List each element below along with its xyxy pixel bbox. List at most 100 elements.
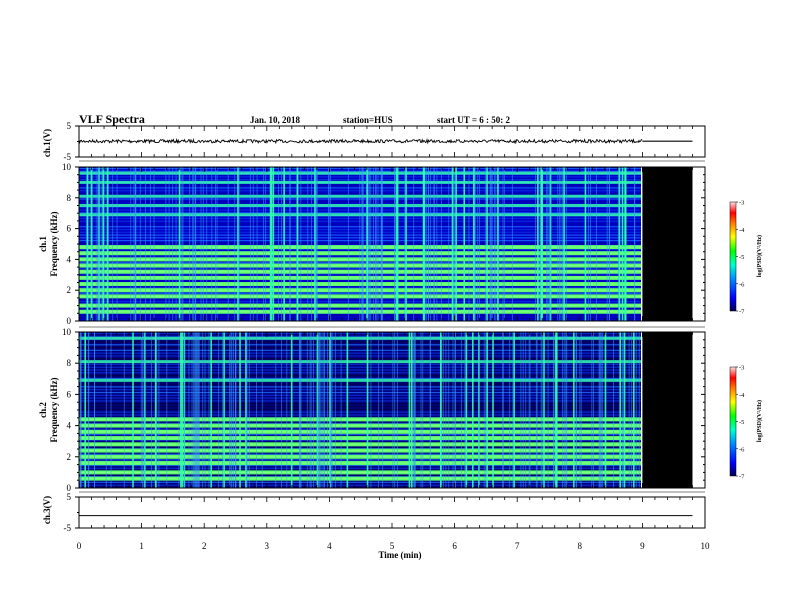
- spectrogram-line-core: [79, 471, 641, 473]
- spectrogram-spheric: [149, 167, 151, 321]
- spectrogram-spheric: [278, 167, 279, 321]
- spectrogram-spheric: [550, 167, 552, 321]
- spectrogram-spheric: [182, 167, 184, 321]
- spectrogram-spheric: [590, 167, 591, 321]
- spectrogram-spheric: [520, 332, 522, 488]
- spectrogram-spheric: [165, 167, 167, 321]
- spectrogram-spheric: [503, 167, 505, 321]
- spectrogram-spheric: [474, 167, 476, 321]
- spectrogram-spheric: [395, 167, 398, 321]
- spectrogram-spheric: [330, 167, 332, 321]
- spectrogram-spheric: [275, 332, 277, 488]
- spectrogram-spheric: [184, 332, 185, 488]
- spectrogram-spheric: [617, 167, 619, 321]
- spectrogram-spheric: [548, 167, 550, 321]
- header-station: station=HUS: [343, 115, 393, 125]
- spectrogram-spheric: [142, 332, 144, 488]
- spectrogram-spheric: [529, 332, 531, 488]
- spectrogram-spheric: [256, 167, 258, 321]
- spectrogram-spheric: [158, 332, 160, 488]
- ch1-colorbar-tick-label: -5: [739, 254, 744, 261]
- xtick-label: 0: [77, 541, 82, 551]
- spectrogram-spheric: [196, 332, 198, 488]
- spectrogram-line-core: [79, 437, 641, 439]
- spectrogram-spheric: [195, 332, 197, 488]
- spectrogram-spheric: [229, 332, 230, 488]
- ytick-label: 6: [67, 389, 72, 399]
- spectrogram-spheric: [265, 167, 267, 321]
- spectrogram-spheric: [557, 167, 559, 321]
- spectrogram-spheric: [318, 332, 320, 488]
- spectrogram-noise-band: [79, 400, 641, 402]
- spectrogram-spheric: [189, 167, 191, 321]
- spectrogram-spheric: [323, 332, 325, 488]
- spectrogram-spheric: [166, 332, 168, 488]
- spectrogram-spheric: [221, 332, 223, 488]
- spectrogram-spheric: [218, 332, 220, 488]
- spectrogram-noise-band: [79, 358, 641, 360]
- spectrogram-spheric: [580, 332, 582, 488]
- spectrogram-spheric: [394, 167, 396, 321]
- spectrogram-spheric: [365, 167, 367, 321]
- spectrogram-spheric: [623, 332, 625, 488]
- spectrogram-noise-band: [79, 346, 641, 349]
- spectrogram-spheric: [366, 167, 368, 321]
- spectrogram-spheric: [328, 167, 330, 321]
- spectrogram-spheric: [604, 332, 607, 488]
- spectrogram-spheric: [235, 332, 237, 488]
- spectrogram-spheric: [545, 167, 547, 321]
- spectrogram-spheric: [211, 167, 213, 321]
- spectrogram-spheric: [393, 167, 395, 321]
- ch3-waveform-ylabel: ch.3(V): [42, 496, 52, 524]
- spectrogram-noise-band: [79, 397, 641, 399]
- spectrogram-spheric: [144, 332, 146, 488]
- spectrogram-spheric: [563, 167, 565, 321]
- spectrogram-noise-band: [79, 408, 641, 410]
- spectrogram-spheric: [512, 332, 514, 488]
- ch2-colorbar-tick-label: -7: [739, 474, 745, 481]
- spectrogram-spheric: [180, 332, 182, 488]
- spectrogram-line-core: [79, 418, 641, 420]
- spectrogram-spheric: [427, 167, 429, 321]
- spectrogram-spheric: [534, 167, 536, 321]
- spectrogram-spheric: [134, 167, 136, 321]
- spectrogram-spheric: [289, 167, 291, 321]
- spectrogram-spheric: [490, 167, 492, 321]
- spectrogram-spheric: [200, 167, 202, 321]
- spectrogram-spheric: [491, 167, 493, 321]
- spectrogram-spheric: [414, 332, 416, 488]
- spectrogram-spheric: [84, 332, 86, 488]
- spectrogram-spheric: [281, 332, 283, 488]
- ytick-label: 2: [67, 452, 72, 462]
- spectrogram-noise-band: [79, 369, 641, 371]
- spectrogram-spheric: [565, 332, 567, 488]
- x-axis-label: Time (min): [378, 550, 421, 560]
- spectrogram-noise-band: [79, 383, 641, 385]
- ytick-label: 8: [67, 358, 72, 368]
- spectrogram-spheric: [410, 332, 413, 488]
- spectrogram-spheric: [565, 167, 567, 321]
- spectrogram-spheric: [330, 332, 332, 488]
- spectrogram-spheric: [327, 332, 328, 488]
- spectrogram-spheric: [110, 332, 112, 488]
- spectrogram-spheric: [245, 332, 247, 488]
- spectrogram-spheric: [483, 332, 485, 488]
- spectrogram-line-core: [79, 456, 641, 458]
- spectrogram-spheric: [197, 332, 199, 488]
- spectrogram-spheric: [238, 167, 240, 321]
- spectrogram-spheric: [472, 332, 474, 488]
- spectrogram-spheric: [463, 167, 466, 321]
- spectrogram-spheric: [430, 167, 432, 321]
- spectrogram-spheric: [628, 332, 630, 488]
- ch2-colorbar-label: log(PSD)(V²/Hz): [756, 400, 763, 442]
- spectrogram-spheric: [618, 167, 621, 321]
- spectrogram-spheric: [436, 167, 438, 321]
- spectrogram-spheric: [107, 167, 109, 321]
- spectrogram-spheric: [321, 332, 323, 488]
- spectrogram-spheric: [638, 332, 640, 488]
- ytick-label: 0: [67, 316, 72, 326]
- spectrogram-spheric: [133, 167, 135, 321]
- spectrogram-spheric: [535, 332, 537, 488]
- spectrogram-spheric: [231, 332, 233, 488]
- spectrogram-spheric: [97, 167, 99, 321]
